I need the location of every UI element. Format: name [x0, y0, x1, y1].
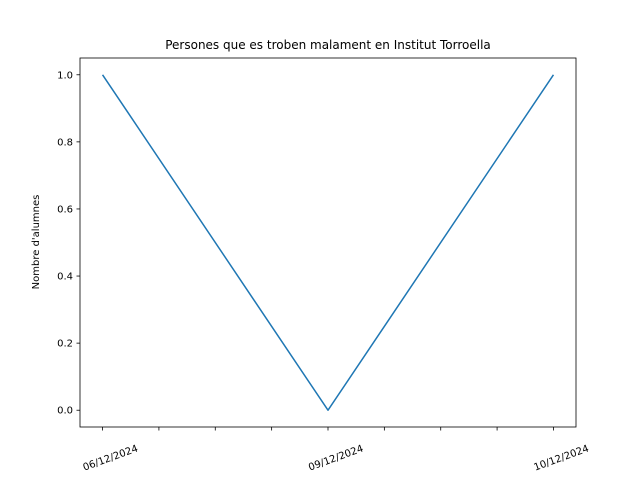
chart-title: Persones que es troben malament en Insti…	[165, 38, 491, 52]
y-axis-ticks: 0.0 0.2 0.4 0.6 0.8 1.0	[57, 70, 80, 417]
y-tick-label: 0.4	[57, 272, 73, 283]
y-axis-label: Nombre d'alumnes	[31, 195, 42, 290]
x-tick-label: 09/12/2024	[307, 443, 365, 473]
y-tick-label: 0.6	[57, 204, 73, 215]
x-tick-label: 10/12/2024	[533, 443, 591, 473]
plot-area-frame	[79, 57, 577, 428]
y-tick-label: 0.8	[57, 137, 73, 148]
series-layer	[101, 74, 555, 411]
y-tick-label: 0.0	[57, 406, 73, 417]
y-tick-label: 1.0	[57, 70, 73, 81]
series-line	[101, 74, 555, 411]
x-tick-label: 06/12/2024	[82, 443, 140, 473]
y-tick-label: 0.2	[57, 339, 73, 350]
x-axis-ticks: 06/12/2024 09/12/2024 10/12/2024	[82, 427, 591, 474]
